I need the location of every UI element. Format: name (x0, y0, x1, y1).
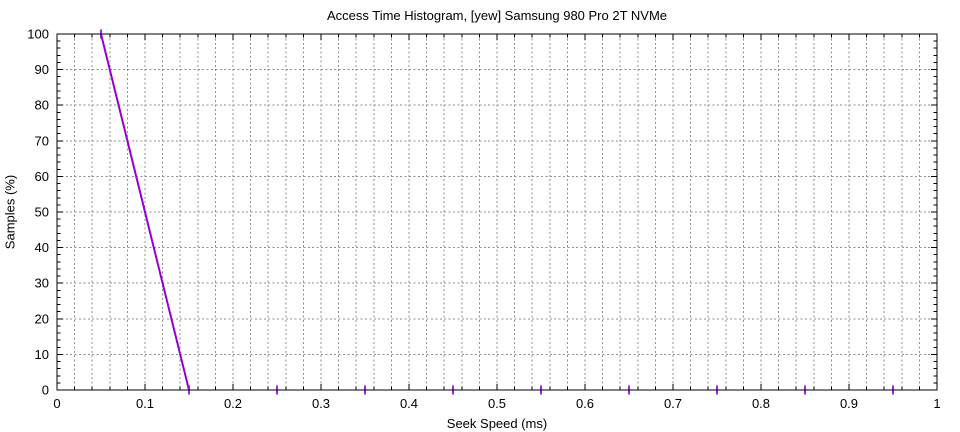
x-tick-label: 0 (53, 396, 60, 411)
x-tick-label: 1 (933, 396, 940, 411)
x-tick-label: 0.8 (752, 396, 770, 411)
x-tick-label: 0.7 (664, 396, 682, 411)
x-tick-label: 0.4 (400, 396, 418, 411)
x-tick-label: 0.2 (224, 396, 242, 411)
y-tick-label: 30 (35, 276, 49, 291)
y-tick-label: 20 (35, 311, 49, 326)
x-tick-label: 0.3 (312, 396, 330, 411)
x-tick-label: 0.1 (136, 396, 154, 411)
x-tick-label: 0.6 (576, 396, 594, 411)
y-tick-label: 60 (35, 169, 49, 184)
y-tick-label: 100 (27, 27, 49, 42)
y-tick-label: 70 (35, 133, 49, 148)
y-tick-label: 10 (35, 347, 49, 362)
y-tick-label: 50 (35, 205, 49, 220)
x-tick-label: 0.5 (488, 396, 506, 411)
y-tick-label: 0 (42, 383, 49, 398)
series-line (100, 33, 190, 391)
x-axis-label: Seek Speed (ms) (446, 416, 548, 431)
y-tick-label: 80 (35, 98, 49, 113)
y-tick-label: 40 (35, 240, 49, 255)
x-tick-label: 0.9 (840, 396, 858, 411)
chart-title: Access Time Histogram, [yew] Samsung 980… (326, 8, 668, 23)
y-tick-label: 90 (35, 62, 49, 77)
